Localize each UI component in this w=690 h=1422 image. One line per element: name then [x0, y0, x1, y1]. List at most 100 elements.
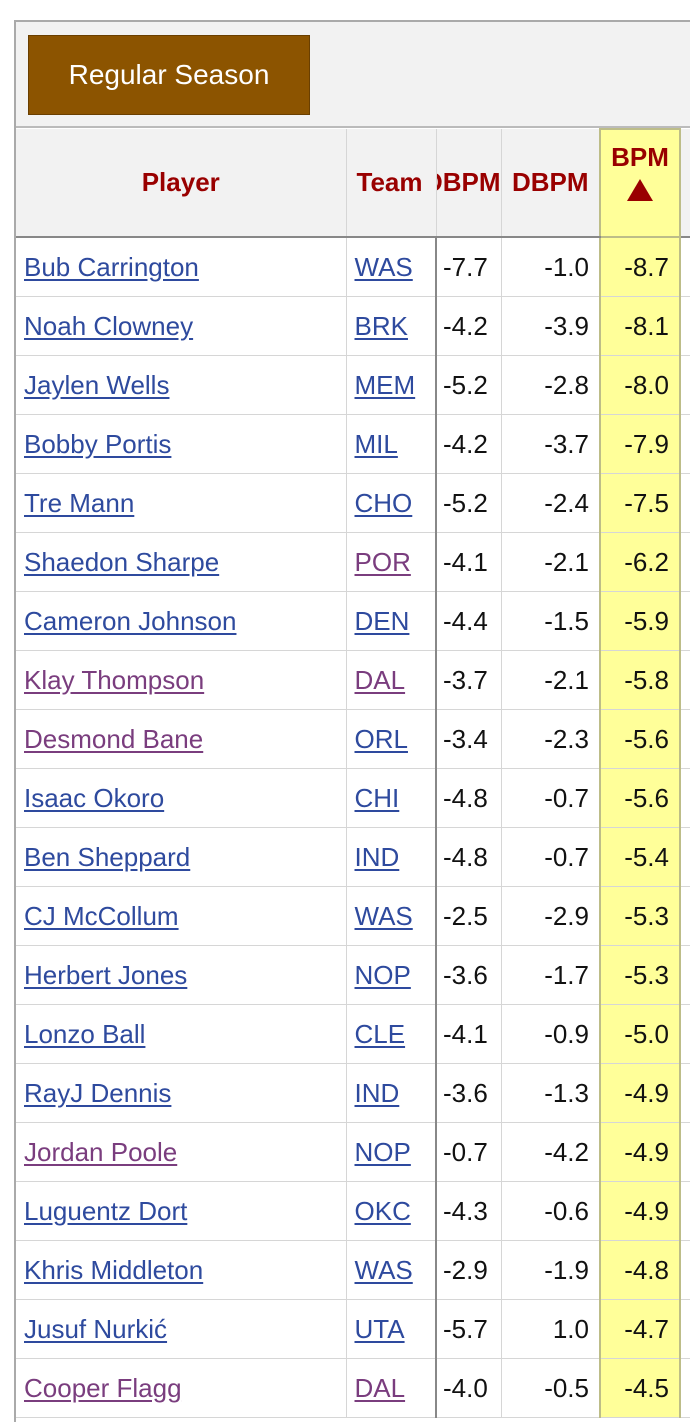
player-cell: Lonzo Ball — [16, 1004, 347, 1064]
team-link[interactable]: UTA — [354, 1313, 405, 1344]
player-link[interactable]: Jaylen Wells — [24, 369, 170, 400]
player-cell: Noah Clowney — [16, 296, 347, 356]
dbpm-cell: -0.7 — [501, 827, 601, 887]
team-cell: WAS — [346, 237, 437, 297]
dbpm-cell: -2.1 — [501, 650, 601, 710]
team-link[interactable]: OKC — [354, 1195, 411, 1226]
team-link[interactable]: NOP — [354, 1136, 411, 1167]
header-bpm[interactable]: BPM — [599, 128, 681, 238]
team-link[interactable]: DAL — [354, 664, 406, 695]
dbpm-cell: -0.9 — [501, 1004, 601, 1064]
bpm-cell: -4.5 — [599, 1358, 681, 1418]
obpm-cell: -4.8 — [436, 827, 502, 887]
player-link[interactable]: Cooper Flagg — [24, 1372, 182, 1403]
team-link[interactable]: WAS — [354, 251, 413, 282]
player-link[interactable]: Shaedon Sharpe — [24, 546, 220, 577]
dbpm-cell: -0.7 — [501, 768, 601, 828]
player-link[interactable]: Isaac Okoro — [24, 782, 165, 813]
player-link[interactable]: Cameron Johnson — [24, 605, 237, 636]
table-row: Jaylen Wells MEM -5.2 -2.8 -8.0 — [16, 355, 690, 415]
tab-regular-season[interactable]: Regular Season — [28, 35, 310, 115]
bpm-cell: -8.7 — [599, 237, 681, 297]
overflow-cell — [680, 1299, 690, 1359]
dbpm-cell: -4.2 — [501, 1122, 601, 1182]
team-link[interactable]: ORL — [354, 723, 408, 754]
table-row: Herbert Jones NOP -3.6 -1.7 -5.3 — [16, 945, 690, 1005]
table-row: Bub Carrington WAS -7.7 -1.0 -8.7 — [16, 237, 690, 297]
player-link[interactable]: Bobby Portis — [24, 428, 172, 459]
dbpm-cell: -1.9 — [501, 1240, 601, 1300]
player-link[interactable]: Lonzo Ball — [24, 1018, 146, 1049]
table-row: Cameron Johnson DEN -4.4 -1.5 -5.9 — [16, 591, 690, 651]
table-row: Lonzo Ball CLE -4.1 -0.9 -5.0 — [16, 1004, 690, 1064]
overflow-cell — [680, 709, 690, 769]
team-link[interactable]: POR — [354, 546, 411, 577]
overflow-cell — [680, 1240, 690, 1300]
obpm-cell: -0.7 — [436, 1122, 502, 1182]
header-obpm[interactable]: OBPM — [436, 129, 502, 238]
bpm-cell: -8.1 — [599, 296, 681, 356]
stats-table-container: Regular Season Player Team OBPM DBPM BPM… — [14, 20, 690, 1422]
team-link[interactable]: BRK — [354, 310, 408, 341]
overflow-cell — [680, 591, 690, 651]
overflow-cell — [680, 886, 690, 946]
overflow-cell — [680, 296, 690, 356]
obpm-cell: -4.2 — [436, 296, 502, 356]
team-link[interactable]: NOP — [354, 959, 411, 990]
sort-up-triangle-icon — [627, 179, 653, 201]
bpm-cell: -8.0 — [599, 355, 681, 415]
player-link[interactable]: Bub Carrington — [24, 251, 199, 282]
overflow-cell — [680, 532, 690, 592]
team-link[interactable]: CLE — [354, 1018, 406, 1049]
obpm-cell: -2.9 — [436, 1240, 502, 1300]
team-cell: CHI — [346, 768, 437, 828]
team-cell: POR — [346, 532, 437, 592]
obpm-cell: -4.4 — [436, 591, 502, 651]
header-bpm-label: BPM — [611, 142, 669, 172]
header-team[interactable]: Team — [346, 129, 437, 238]
player-cell: Cameron Johnson — [16, 591, 347, 651]
dbpm-cell: -3.9 — [501, 296, 601, 356]
table-body: Bub Carrington WAS -7.7 -1.0 -8.7 Noah Clowne… — [16, 237, 690, 1418]
player-link[interactable]: Luguentz Dort — [24, 1195, 188, 1226]
bpm-cell: -4.8 — [599, 1240, 681, 1300]
header-player[interactable]: Player — [16, 129, 347, 238]
obpm-cell: -4.8 — [436, 768, 502, 828]
player-link[interactable]: RayJ Dennis — [24, 1077, 172, 1108]
team-link[interactable]: IND — [354, 1077, 400, 1108]
team-link[interactable]: CHO — [354, 487, 413, 518]
player-link[interactable]: Jordan Poole — [24, 1136, 178, 1167]
team-link[interactable]: CHI — [354, 782, 400, 813]
team-link[interactable]: MIL — [354, 428, 398, 459]
obpm-cell: -4.3 — [436, 1181, 502, 1241]
player-link[interactable]: Herbert Jones — [24, 959, 188, 990]
table-row: Jusuf Nurkić UTA -5.7 1.0 -4.7 — [16, 1299, 690, 1359]
table-row: Khris Middleton WAS -2.9 -1.9 -4.8 — [16, 1240, 690, 1300]
dbpm-cell: -1.3 — [501, 1063, 601, 1123]
player-link[interactable]: CJ McCollum — [24, 900, 179, 931]
team-link[interactable]: DAL — [354, 1372, 406, 1403]
player-link[interactable]: Desmond Bane — [24, 723, 204, 754]
player-link[interactable]: Jusuf Nurkić — [24, 1313, 168, 1344]
team-cell: DAL — [346, 1358, 437, 1418]
team-cell: DAL — [346, 650, 437, 710]
dbpm-cell: -2.4 — [501, 473, 601, 533]
player-link[interactable]: Noah Clowney — [24, 310, 194, 341]
team-link[interactable]: DEN — [354, 605, 410, 636]
player-link[interactable]: Ben Sheppard — [24, 841, 191, 872]
team-link[interactable]: WAS — [354, 1254, 413, 1285]
team-link[interactable]: MEM — [354, 369, 416, 400]
overflow-cell — [680, 768, 690, 828]
player-link[interactable]: Khris Middleton — [24, 1254, 204, 1285]
team-link[interactable]: IND — [354, 841, 400, 872]
bpm-cell: -5.6 — [599, 709, 681, 769]
team-link[interactable]: WAS — [354, 900, 413, 931]
player-cell: Klay Thompson — [16, 650, 347, 710]
overflow-cell — [680, 473, 690, 533]
bpm-cell: -7.5 — [599, 473, 681, 533]
dbpm-cell: -2.9 — [501, 886, 601, 946]
player-link[interactable]: Klay Thompson — [24, 664, 205, 695]
player-link[interactable]: Tre Mann — [24, 487, 135, 518]
header-dbpm[interactable]: DBPM — [501, 129, 601, 238]
player-cell: Tre Mann — [16, 473, 347, 533]
